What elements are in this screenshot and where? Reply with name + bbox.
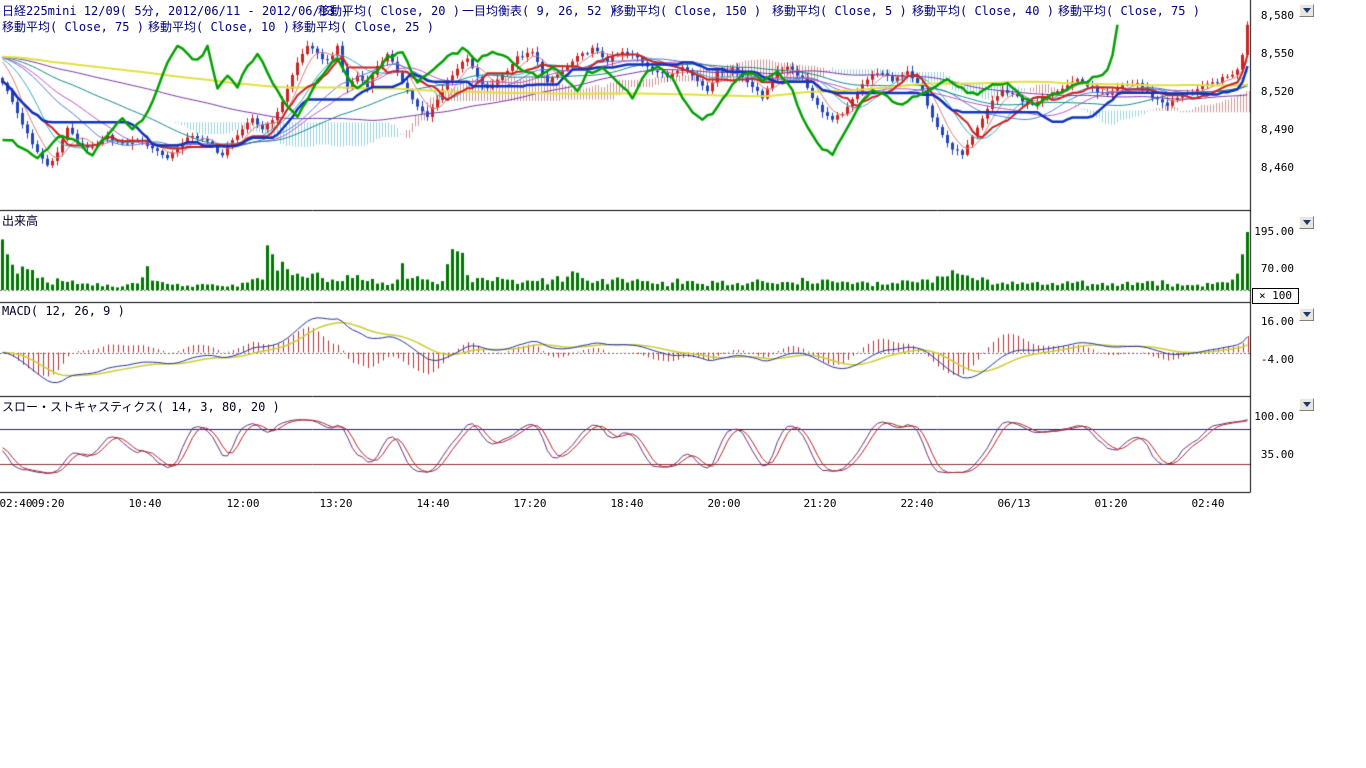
price-axis-label: 8,490 bbox=[1252, 123, 1294, 136]
price-axis-label: 8,460 bbox=[1252, 161, 1294, 174]
indicator-label-ma25: 移動平均( Close, 25 ) bbox=[292, 18, 434, 35]
time-axis-label: 02:40 bbox=[0, 497, 33, 510]
stoch-axis-label: 35.00 bbox=[1252, 448, 1294, 461]
volume-panel-scroll-button[interactable] bbox=[1299, 216, 1314, 229]
volume-axis-label: 195.00 bbox=[1252, 225, 1294, 238]
time-axis-label: 01:20 bbox=[1094, 497, 1127, 510]
time-axis-label: 13:20 bbox=[319, 497, 352, 510]
chart-canvas[interactable] bbox=[0, 0, 1366, 515]
price-panel-scroll-button[interactable] bbox=[1299, 4, 1314, 17]
time-axis-label: 12:00 bbox=[226, 497, 259, 510]
price-axis-label: 8,520 bbox=[1252, 85, 1294, 98]
chart-title: 日経225mini 12/09( 5分, 2012/06/11 - 2012/0… bbox=[2, 2, 349, 19]
time-axis-label: 17:20 bbox=[513, 497, 546, 510]
time-axis-label: 02:40 bbox=[1191, 497, 1224, 510]
indicator-label-ma20: 移動平均( Close, 20 ) bbox=[318, 2, 460, 19]
indicator-label-ma10: 移動平均( Close, 10 ) bbox=[148, 18, 290, 35]
indicator-label-ma40: 移動平均( Close, 40 ) bbox=[912, 2, 1054, 19]
time-axis-label: 22:40 bbox=[900, 497, 933, 510]
time-axis-label: 10:40 bbox=[128, 497, 161, 510]
time-axis-label: 14:40 bbox=[416, 497, 449, 510]
chevron-down-icon bbox=[1303, 312, 1311, 317]
time-axis-label: 18:40 bbox=[610, 497, 643, 510]
time-axis-label: 09:20 bbox=[31, 497, 64, 510]
macd-panel-scroll-button[interactable] bbox=[1299, 308, 1314, 321]
indicator-label-ma75-2: 移動平均( Close, 75 ) bbox=[2, 18, 144, 35]
chevron-down-icon bbox=[1303, 402, 1311, 407]
volume-panel-label: 出来高 bbox=[2, 212, 38, 229]
price-axis-label: 8,580 bbox=[1252, 9, 1294, 22]
volume-unit-box: × 100 bbox=[1252, 288, 1299, 304]
chart-application: 日経225mini 12/09( 5分, 2012/06/11 - 2012/0… bbox=[0, 0, 1366, 768]
indicator-label-ichimoku: 一目均衡表( 9, 26, 52 ) bbox=[462, 2, 616, 19]
indicator-label-ma150: 移動平均( Close, 150 ) bbox=[612, 2, 761, 19]
time-axis-label: 20:00 bbox=[707, 497, 740, 510]
macd-axis-label: 16.00 bbox=[1252, 315, 1294, 328]
chevron-down-icon bbox=[1303, 220, 1311, 225]
macd-axis-label: -4.00 bbox=[1252, 353, 1294, 366]
volume-axis-label: 70.00 bbox=[1252, 262, 1294, 275]
stoch-panel-scroll-button[interactable] bbox=[1299, 398, 1314, 411]
stoch-panel-label: スロー・ストキャスティクス( 14, 3, 80, 20 ) bbox=[2, 398, 280, 415]
volume-unit-label: × 100 bbox=[1259, 289, 1292, 302]
macd-panel-label: MACD( 12, 26, 9 ) bbox=[2, 304, 125, 318]
price-axis-label: 8,550 bbox=[1252, 47, 1294, 60]
time-axis-label: 21:20 bbox=[803, 497, 836, 510]
time-axis-label: 06/13 bbox=[997, 497, 1030, 510]
indicator-label-ma5: 移動平均( Close, 5 ) bbox=[772, 2, 907, 19]
indicator-label-ma75: 移動平均( Close, 75 ) bbox=[1058, 2, 1200, 19]
stoch-axis-label: 100.00 bbox=[1252, 410, 1294, 423]
chevron-down-icon bbox=[1303, 8, 1311, 13]
